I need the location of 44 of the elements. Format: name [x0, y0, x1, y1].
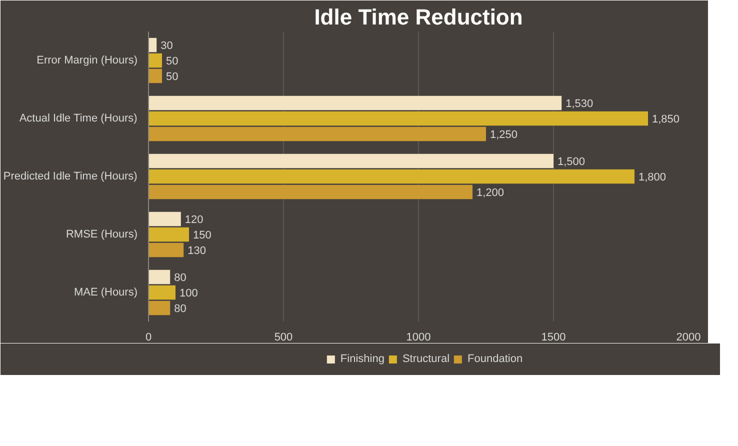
x-tick-label: 500 — [274, 332, 293, 344]
y-tick-label: Error Margin (Hours) — [36, 54, 138, 66]
bar — [148, 169, 634, 184]
bar — [148, 96, 562, 110]
data-label: 50 — [166, 56, 178, 68]
bar — [148, 53, 162, 68]
data-label: 80 — [174, 302, 186, 315]
bar — [148, 300, 170, 316]
y-tick-label: Predicted Idle Time (Hours) — [3, 170, 138, 182]
chart-title: Idle Time Reduction — [314, 4, 523, 30]
legend-label: Structural — [402, 353, 450, 365]
bar — [148, 154, 554, 168]
legend-label: Finishing — [340, 353, 384, 365]
bar — [148, 126, 486, 142]
bar — [148, 38, 157, 52]
x-tick-label: 2000 — [676, 332, 701, 344]
data-label: 1,850 — [652, 114, 680, 126]
y-tick-label: MAE (Hours) — [74, 286, 138, 298]
bar — [148, 111, 648, 126]
bar — [148, 285, 176, 300]
bar — [148, 68, 162, 84]
y-tick-label: RMSE (Hours) — [66, 228, 138, 240]
data-label: 1,200 — [476, 186, 504, 199]
x-tick-label: 0 — [145, 332, 152, 344]
legend-label: Foundation — [468, 353, 523, 365]
data-label: 1,500 — [558, 156, 586, 168]
data-label: 80 — [174, 272, 186, 284]
data-label: 50 — [166, 70, 178, 83]
data-label: 1,800 — [638, 172, 666, 184]
x-tick-label: 1500 — [541, 332, 566, 344]
bar — [148, 270, 170, 284]
x-tick-label: 1000 — [406, 332, 431, 344]
data-label: 1,250 — [490, 128, 518, 141]
bar — [148, 212, 181, 226]
y-tick-label: Actual Idle Time (Hours) — [19, 112, 138, 124]
data-label: 130 — [188, 244, 206, 257]
data-label: 1,530 — [566, 98, 594, 110]
bar — [148, 227, 189, 242]
data-label: 30 — [160, 40, 173, 52]
data-label: 120 — [184, 214, 204, 226]
data-label: 150 — [193, 230, 212, 242]
bar — [148, 242, 184, 258]
data-label: 100 — [180, 288, 198, 300]
bar — [148, 184, 472, 200]
